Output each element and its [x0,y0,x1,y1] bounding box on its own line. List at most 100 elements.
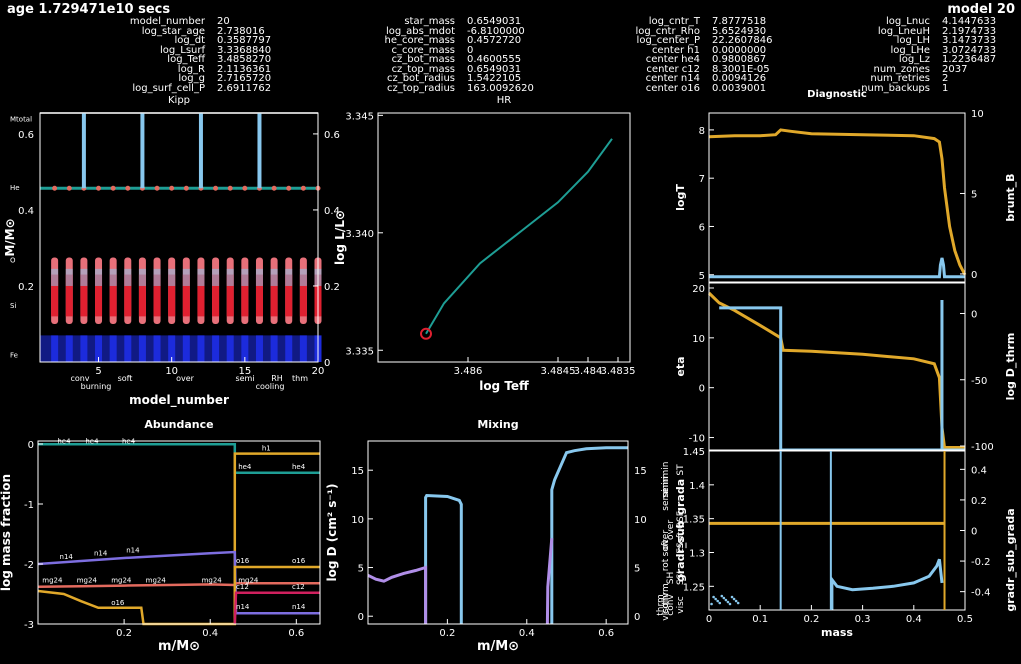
diagnostic-panel-1-series-1 [719,306,965,452]
mixing-right-label: visc [661,603,671,621]
kipp-he-core-point [286,185,292,191]
kipp-burning-band [109,268,117,286]
diagnostic-left-label: thrm [656,594,666,616]
stat-value: 5.6524930 [712,25,767,37]
diagnostic-scatter-point [730,595,734,599]
diagnostic-right-tick-label: 5 [971,189,977,200]
diagnostic-x-tick-label: 0.5 [957,614,973,625]
abundance-y-tick-label: -3 [24,620,34,631]
stat-value: 2.6911762 [217,82,272,94]
diagnostic-panel-0-y-tick-label: 5 [699,271,705,282]
diagnostic-panel-2-y-tick-label: 1.4 [689,481,705,492]
stat-value: 0.3587797 [217,35,272,46]
kipp-burning-core [285,274,293,317]
diagnostic-panel-2-y-tick-label: 1.3 [689,548,705,559]
kipp-x-tick-label: 15 [238,366,251,377]
stat-row: cz_top_radius 163.0092620 [355,83,534,94]
stat-value: 0.0094126 [712,73,767,84]
stat-row: star_mass 0.6549031 [355,17,534,27]
abundance-x-axis-label: m/M⊙ [158,639,200,654]
hr-frame [377,112,631,363]
mixing-right-label: semi [661,476,671,498]
diagnostic-left-label: SH [666,572,676,584]
stat-value: 3.4858270 [217,54,272,65]
abundance-series-o16 [37,565,320,626]
kipp-y-tick-label: 0.6 [18,130,34,141]
diagnostic-scatter-point [716,599,720,603]
hr-x-tick-label: 3.484 [574,366,603,377]
stat-row: log_LH 3.1473733 [840,36,996,46]
diagnostic-panel-0-series-0 [708,128,967,276]
abundance-x-tick-label: 0.6 [288,628,304,639]
kipp-y-tick-label: 0.4 [18,206,34,217]
diagnostic-scatter-point [712,595,715,599]
stat-row: log_Lz 1.2236487 [840,55,996,65]
stat-key: center n14 [645,73,700,84]
diagnostic-panel-2-rlabel: gradr_sub_grada [1004,508,1017,611]
kipp-burning-band [124,268,132,286]
kipp-left-marker: Mtotal [10,116,32,124]
mixing-y-tick-label: 10 [351,515,364,526]
stat-key: log_Lnuc [886,16,930,27]
stat-key: log_star_age [141,25,205,37]
diagnostic-left-label: soft [676,531,686,548]
stat-key: log_surf_cell_P [132,82,205,94]
mixing-right-tick-label: 10 [634,515,647,526]
stat-row: log_abs_mdot -6.8100000 [355,25,534,37]
kipp-he-core-point [169,185,175,191]
stat-value: 20 [217,16,230,27]
kipp-burning-band [226,268,234,286]
abundance-label: mg24 [146,577,167,585]
stat-value: 3.3368840 [217,44,272,56]
diagnostic-left-label: ES [676,542,686,554]
stat-key: log_LneuH [877,25,930,37]
model-label: model 20 [947,2,1015,17]
kipp-burning-core [80,274,88,317]
stat-key: log_abs_mdot [385,25,455,37]
kipp-burning-core [299,274,307,317]
stat-key: log_dt [174,35,205,46]
stat-key: log_Teff [167,54,205,65]
stat-row: log_surf_cell_P 2.6911762 [105,82,272,94]
diagnostic-left-label: ST [676,464,686,476]
kipp-burning-core [124,274,132,317]
header: age 1.729471e10 secs model 20 model_numb… [0,0,1021,110]
mixing-x-axis-label: m/M⊙ [477,639,519,654]
mixing-y-tick-label: 15 [351,466,364,477]
abundance-label: n14 [292,603,306,611]
kipp-burning-core [197,274,205,317]
diagnostic-scatter-point [732,597,736,601]
diagnostic-title: Diagnostic [807,89,867,100]
mixing-x-tick-label: 0.6 [598,628,614,639]
kipp-legend-burning: burning [81,382,112,391]
kipp-frame [39,112,319,363]
stat-row: log_R 2.1136361 [105,64,271,75]
kipp-burning-core [241,274,249,317]
kipp-burning-core [138,274,146,317]
mixing-y-tick-label: 5 [358,564,364,575]
kipp-burning-band [285,268,293,286]
stat-row: he_core_mass 0.4572720 [355,36,534,46]
diagnostic-panel-0-y-tick-label: 6 [699,222,705,233]
kipp-he-core-point [110,185,116,191]
diagnostic-panel-2-ylabel: gradr_sub_grada [674,479,687,582]
kipp-burning-core [255,274,263,317]
diagnostic-scatter-point [718,601,722,605]
stat-key: he_core_mass [384,35,455,46]
kipp-burning-core [153,274,161,317]
stat-row: num_backups 1 [840,83,996,94]
hr-x-tick-label: 3.486 [454,366,483,377]
stat-value: 0 [467,44,474,56]
stat-row: log_cntr_T 7.8777518 [605,17,772,27]
diagnostic-left-label: GSF [676,511,686,529]
kipp-he-core-point [52,185,58,191]
kipp-legend-rh: RH [271,374,283,383]
stat-row: cz_top_mass 0.6549031 [355,64,534,75]
kipp-burning-core [270,274,278,317]
stat-row: num_retries 2 [840,74,996,84]
mixing-right-tick-label: 0 [634,612,640,623]
diagnostic-scatter-point [724,598,728,602]
stat-row: num_zones 2037 [840,64,996,75]
hr-track [425,138,613,335]
stat-value: 0.0039001 [712,82,767,94]
